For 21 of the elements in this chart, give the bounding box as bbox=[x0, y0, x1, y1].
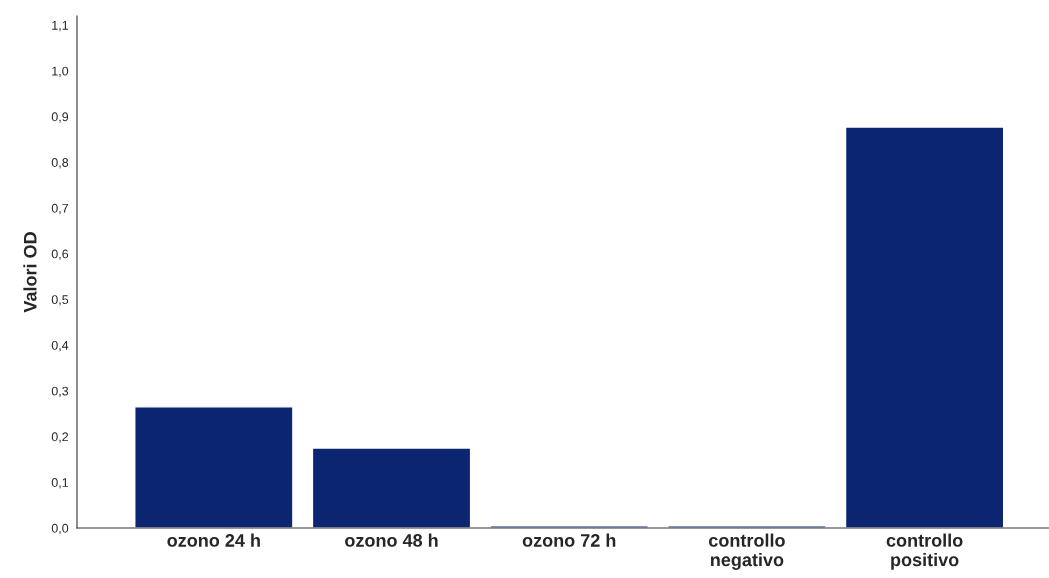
bar bbox=[134, 406, 294, 528]
bar bbox=[844, 126, 1005, 528]
x-tick-label: controllo negativo bbox=[709, 533, 785, 570]
y-tick-label: 0,9 bbox=[51, 112, 69, 123]
y-tick-label: 0,0 bbox=[51, 523, 69, 535]
y-tick-label: 0,6 bbox=[51, 249, 69, 260]
y-tick-label: 0,7 bbox=[51, 203, 69, 215]
y-tick-label: 0,4 bbox=[51, 340, 69, 352]
y-axis-title: Valori OD bbox=[23, 232, 37, 313]
x-tick-label: ozono 72 h bbox=[522, 533, 616, 547]
x-tick-label: ozono 48 h bbox=[345, 533, 438, 547]
x-tick-label: ozono 24 h bbox=[167, 533, 260, 547]
y-tick-label: 0,3 bbox=[51, 386, 69, 397]
y-tick-label: 0,1 bbox=[51, 478, 69, 489]
bar bbox=[311, 447, 472, 528]
y-tick-label: 1,1 bbox=[52, 21, 69, 32]
y-tick-label: 0,5 bbox=[51, 295, 69, 306]
y-tick-label: 1,0 bbox=[52, 66, 69, 77]
x-tick-label: controllo positivo bbox=[886, 533, 963, 570]
y-tick-label: 0,2 bbox=[51, 432, 69, 443]
y-tick-label: 0,8 bbox=[51, 158, 69, 169]
